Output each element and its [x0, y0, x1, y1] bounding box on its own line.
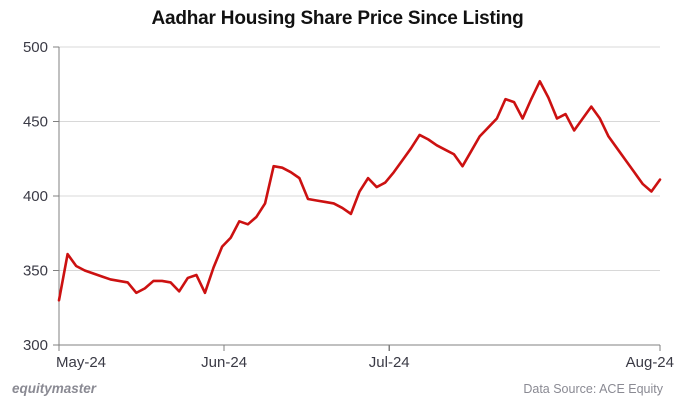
y-tick-label: 300 [23, 337, 48, 354]
price-line-series [57, 79, 662, 302]
x-axis-ticks: May-24 Jun-24 Jul-24 Aug-24 [56, 345, 674, 371]
y-tick-label: 450 [23, 114, 48, 131]
y-tick-label: 400 [23, 188, 48, 205]
y-axis-ticks: 300 350 400 450 500 [23, 39, 59, 354]
x-tick-label: Jul-24 [369, 354, 410, 371]
y-tick-label: 350 [23, 263, 48, 280]
x-tick-label: Aug-24 [626, 354, 674, 371]
y-tick-label: 500 [23, 39, 48, 56]
data-source-label: Data Source: ACE Equity [523, 382, 663, 396]
brand-watermark: equitymaster [12, 381, 97, 396]
x-tick-label: Jun-24 [201, 354, 247, 371]
x-tick-label: May-24 [56, 354, 106, 371]
gridlines [59, 46, 660, 271]
chart-title: Aadhar Housing Share Price Since Listing [151, 8, 524, 29]
